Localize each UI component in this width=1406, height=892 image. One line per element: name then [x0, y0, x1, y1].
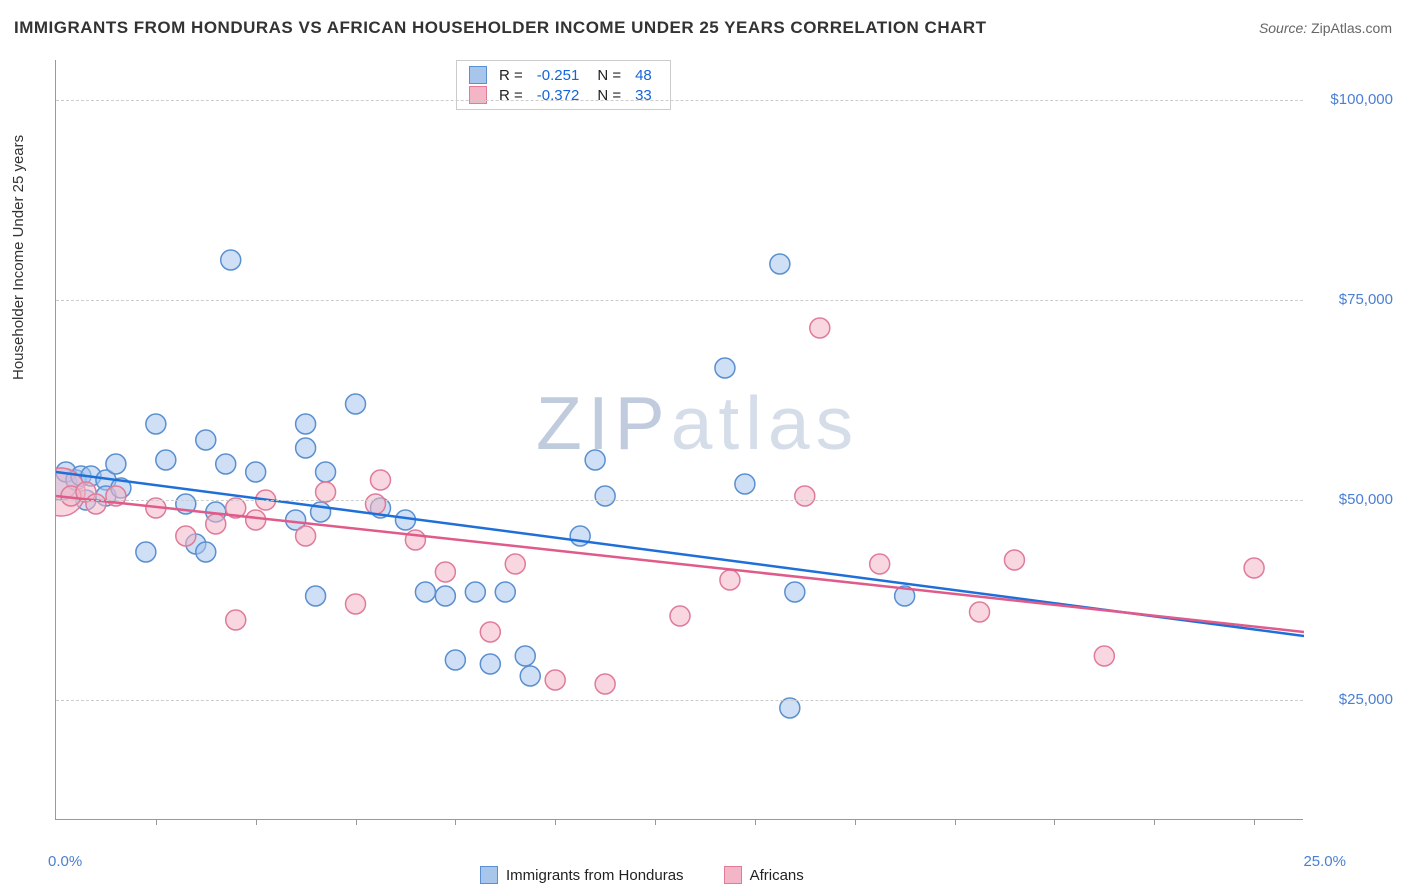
- x-min-label: 0.0%: [48, 853, 82, 870]
- data-point: [296, 414, 316, 434]
- data-point: [221, 250, 241, 270]
- data-point: [206, 514, 226, 534]
- x-tick: [955, 819, 956, 825]
- x-tick: [555, 819, 556, 825]
- data-point: [585, 450, 605, 470]
- data-point: [735, 474, 755, 494]
- data-point: [196, 430, 216, 450]
- x-tick: [356, 819, 357, 825]
- data-point: [595, 486, 615, 506]
- chart-title: IMMIGRANTS FROM HONDURAS VS AFRICAN HOUS…: [14, 18, 987, 38]
- data-point: [106, 454, 126, 474]
- x-tick: [755, 819, 756, 825]
- data-point: [770, 254, 790, 274]
- data-point: [545, 670, 565, 690]
- data-point: [785, 582, 805, 602]
- plot-area: ZIPatlas R = -0.251 N = 48 R = -0.372 N …: [55, 60, 1303, 820]
- data-point: [670, 606, 690, 626]
- x-tick: [156, 819, 157, 825]
- x-tick: [256, 819, 257, 825]
- data-point: [1244, 558, 1264, 578]
- data-point: [480, 654, 500, 674]
- data-point: [515, 646, 535, 666]
- y-axis-title: Householder Income Under 25 years: [10, 135, 27, 380]
- data-point: [296, 438, 316, 458]
- legend-swatch-africans: [724, 866, 742, 884]
- legend: Immigrants from Honduras Africans: [480, 866, 804, 884]
- data-point: [465, 582, 485, 602]
- x-tick: [455, 819, 456, 825]
- data-point: [316, 462, 336, 482]
- data-point: [495, 582, 515, 602]
- plot-svg: [56, 60, 1304, 820]
- x-tick: [655, 819, 656, 825]
- source-value: ZipAtlas.com: [1311, 20, 1392, 36]
- gridline: [56, 500, 1303, 501]
- data-point: [595, 674, 615, 694]
- gridline: [56, 700, 1303, 701]
- data-point: [346, 594, 366, 614]
- chart-container: IMMIGRANTS FROM HONDURAS VS AFRICAN HOUS…: [0, 0, 1406, 892]
- data-point: [86, 494, 106, 514]
- source-attribution: Source: ZipAtlas.com: [1259, 20, 1392, 36]
- data-point: [405, 530, 425, 550]
- data-point: [795, 486, 815, 506]
- y-tick-label: $25,000: [1313, 691, 1393, 708]
- source-label: Source:: [1259, 20, 1307, 36]
- x-max-label: 25.0%: [1303, 853, 1346, 870]
- y-tick-label: $75,000: [1313, 291, 1393, 308]
- data-point: [156, 450, 176, 470]
- data-point: [370, 470, 390, 490]
- data-point: [296, 526, 316, 546]
- data-point: [780, 698, 800, 718]
- data-point: [445, 650, 465, 670]
- data-point: [1004, 550, 1024, 570]
- data-point: [176, 526, 196, 546]
- data-point: [146, 414, 166, 434]
- gridline: [56, 100, 1303, 101]
- legend-label-africans: Africans: [750, 867, 804, 884]
- data-point: [226, 610, 246, 630]
- data-point: [196, 542, 216, 562]
- y-tick-label: $50,000: [1313, 491, 1393, 508]
- data-point: [870, 554, 890, 574]
- legend-swatch-honduras: [480, 866, 498, 884]
- data-point: [435, 562, 455, 582]
- data-point: [246, 510, 266, 530]
- data-point: [520, 666, 540, 686]
- gridline: [56, 300, 1303, 301]
- data-point: [365, 494, 385, 514]
- data-point: [346, 394, 366, 414]
- legend-item-honduras: Immigrants from Honduras: [480, 866, 684, 884]
- x-tick: [1254, 819, 1255, 825]
- x-tick: [1154, 819, 1155, 825]
- data-point: [810, 318, 830, 338]
- data-point: [1094, 646, 1114, 666]
- data-point: [415, 582, 435, 602]
- legend-item-africans: Africans: [724, 866, 804, 884]
- data-point: [970, 602, 990, 622]
- data-point: [505, 554, 525, 574]
- data-point: [136, 542, 156, 562]
- data-point: [306, 586, 326, 606]
- data-point: [715, 358, 735, 378]
- x-tick: [855, 819, 856, 825]
- data-point: [216, 454, 236, 474]
- x-tick: [1054, 819, 1055, 825]
- data-point: [480, 622, 500, 642]
- data-point: [316, 482, 336, 502]
- data-point: [435, 586, 455, 606]
- y-tick-label: $100,000: [1313, 91, 1393, 108]
- legend-label-honduras: Immigrants from Honduras: [506, 867, 684, 884]
- data-point: [720, 570, 740, 590]
- data-point: [246, 462, 266, 482]
